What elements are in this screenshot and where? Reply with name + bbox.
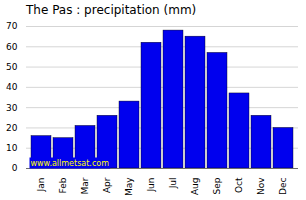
svg-text:Dec: Dec: [278, 177, 288, 194]
html-text:The Pas : precipitation (mm): The Pas : precipitation (mm): [26, 3, 197, 17]
svg-text:70: 70: [6, 21, 18, 31]
svg-text:Oct: Oct: [234, 177, 244, 193]
svg-text:Mar: Mar: [80, 177, 90, 194]
svg-text:Aug: Aug: [190, 178, 200, 196]
svg-text:Jan: Jan: [36, 178, 46, 193]
svg-text:www.allmetsat.com: www.allmetsat.com: [31, 159, 110, 168]
svg-text:May: May: [124, 177, 134, 196]
svg-text:0: 0: [12, 163, 18, 173]
svg-text:Jun: Jun: [146, 178, 156, 193]
svg-text:Apr: Apr: [102, 177, 112, 193]
svg-text:10: 10: [6, 143, 18, 153]
svg-text:50: 50: [6, 62, 18, 72]
svg-text:40: 40: [6, 82, 18, 92]
svg-text:Nov: Nov: [256, 177, 266, 195]
svg-text:30: 30: [6, 103, 18, 113]
svg-text:20: 20: [6, 123, 18, 133]
svg-text:60: 60: [6, 42, 18, 52]
svg-text:Sep: Sep: [212, 177, 222, 194]
svg-text:Feb: Feb: [58, 177, 68, 193]
svg-text:Jul: Jul: [168, 178, 178, 190]
